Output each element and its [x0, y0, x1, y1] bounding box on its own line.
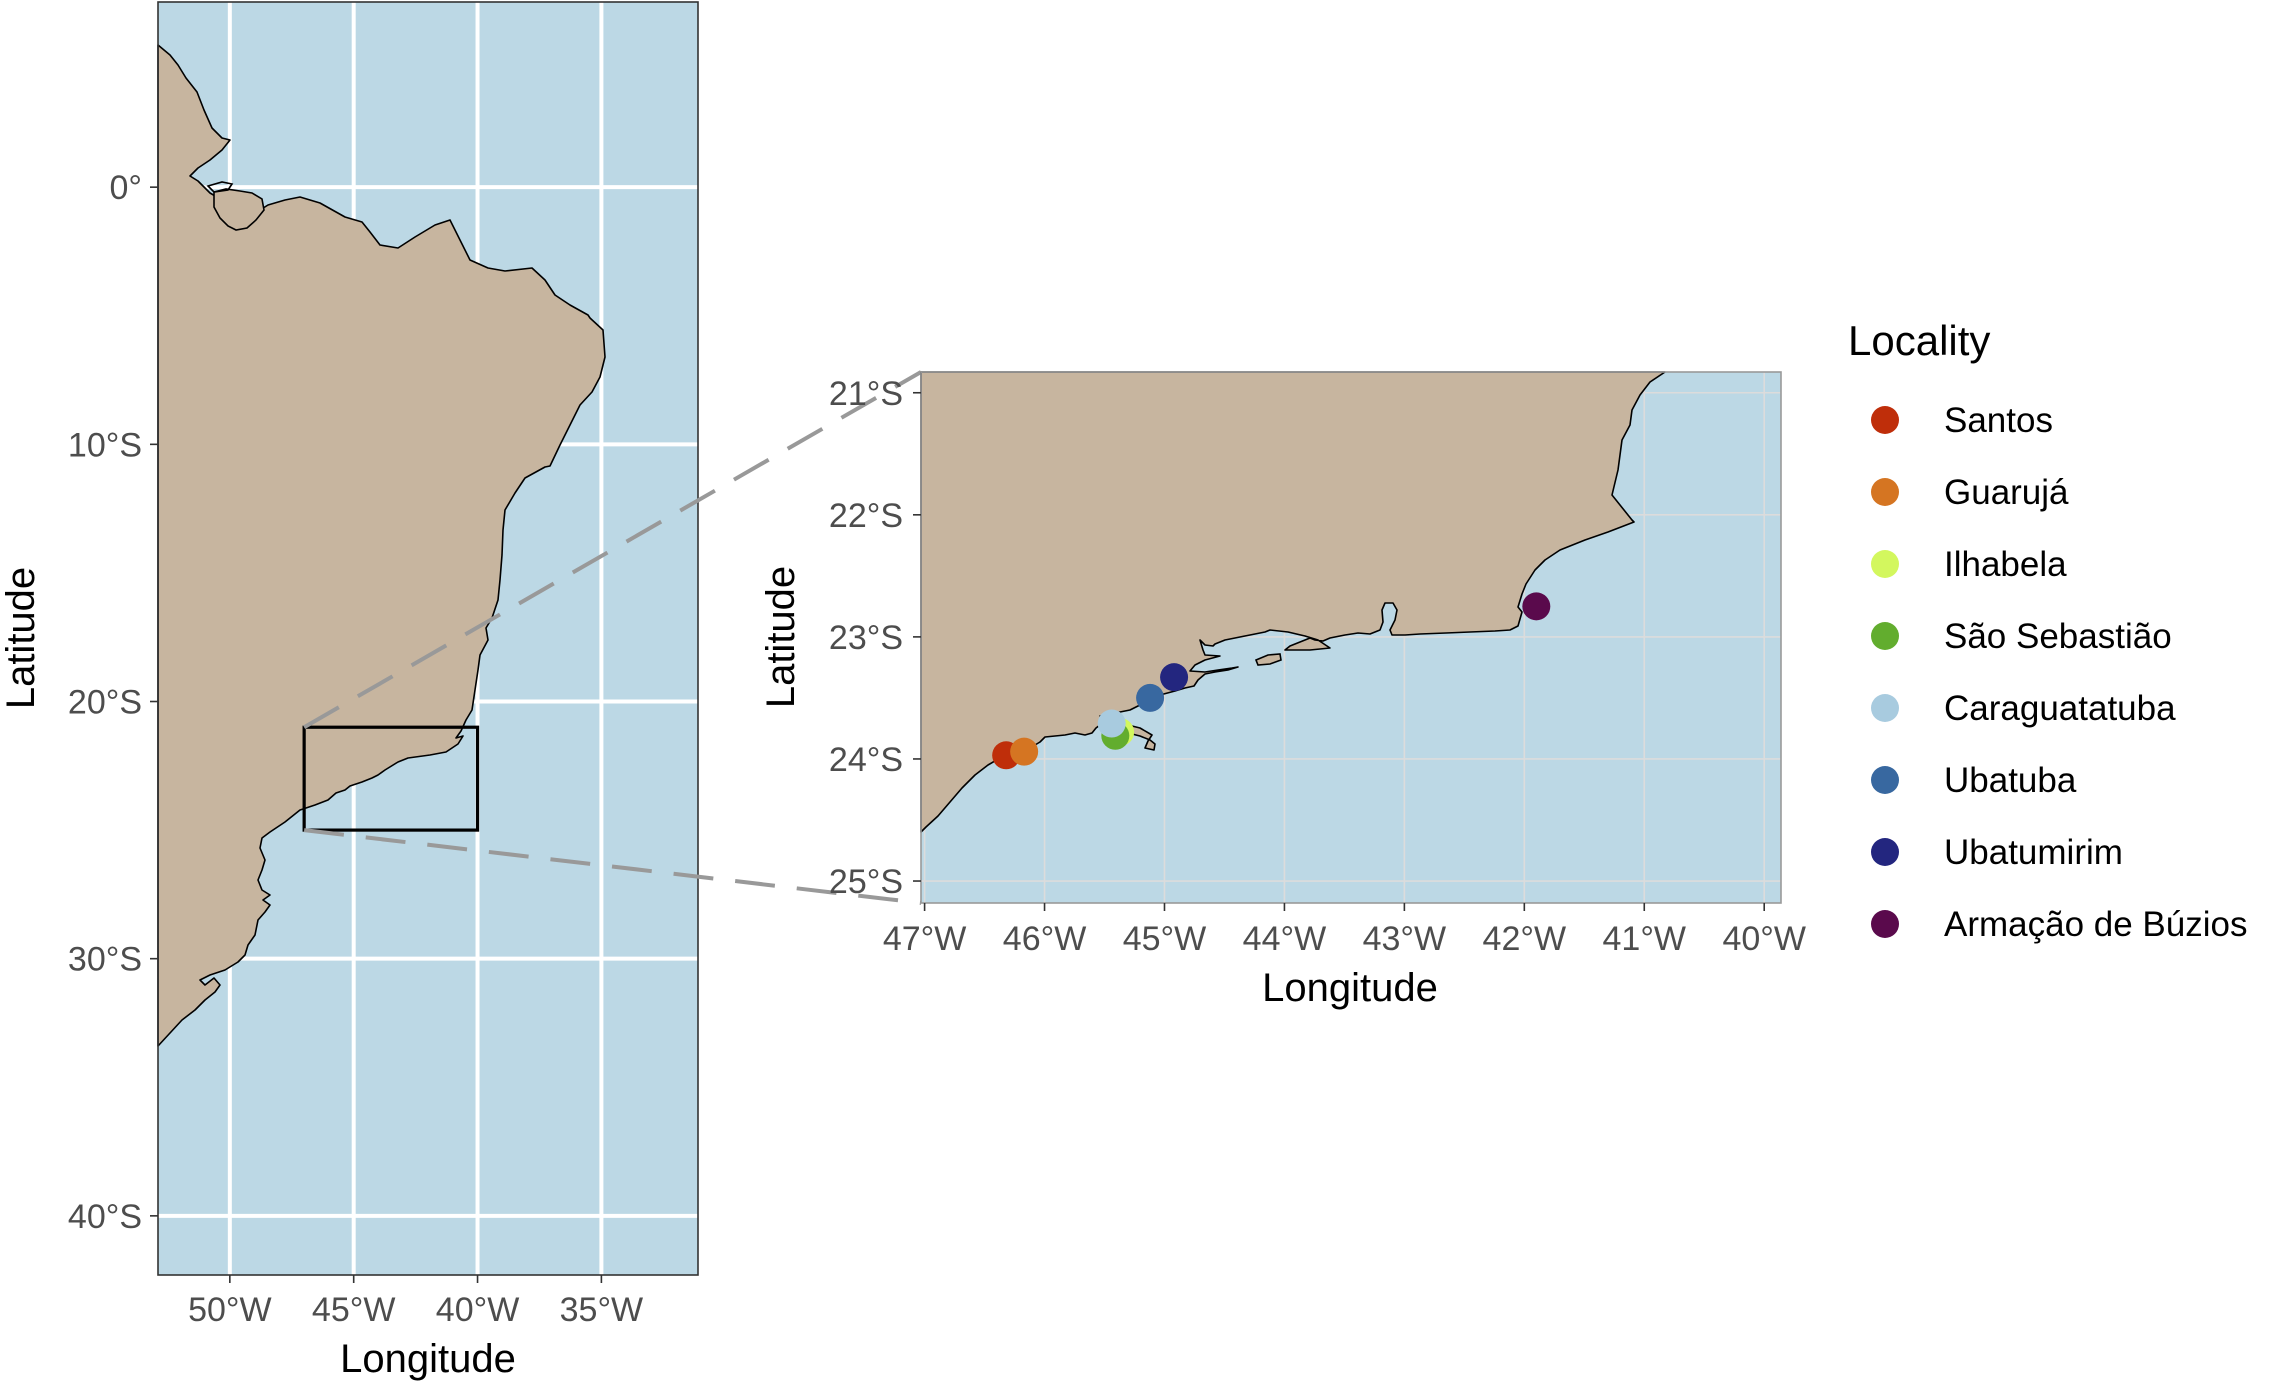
legend-label: Caraguatatuba: [1944, 689, 2176, 728]
overview-x-tick-label: 40°W: [436, 1291, 520, 1329]
overview-x-axis-title: Longitude: [340, 1337, 516, 1381]
inset-x-tick-label: 41°W: [1603, 920, 1687, 958]
locality-points: [992, 592, 1551, 770]
overview-x-tick-label: 45°W: [312, 1291, 396, 1329]
overview-map: 50°W 45°W 40°W 35°W 0° 10°S 20°S 30°S 40°S Long…: [0, 1, 699, 1381]
inset-y-tick-label: 25°S: [829, 863, 903, 901]
inset-x-ticks: 47°W 46°W 45°W 44°W 43°W 42°W 41°W 40°W: [883, 903, 1806, 958]
overview-y-tick-label: 0°: [109, 169, 142, 207]
overview-y-tick-label: 20°S: [68, 684, 142, 722]
legend-items: Santos Guarujá Ilhabela São Sebastião Caragu…: [1871, 401, 2247, 944]
inset-x-tick-label: 45°W: [1123, 920, 1207, 958]
legend-key: [1871, 694, 1899, 722]
connector-line-bottom: [303, 828, 922, 905]
legend-key: [1871, 622, 1899, 650]
zoom-connector-lines: [303, 370, 922, 905]
legend-key: [1871, 406, 1899, 434]
inset-y-ticks: 21°S 22°S 23°S 24°S 25°S: [829, 375, 921, 901]
inset-x-tick-label: 46°W: [1003, 920, 1087, 958]
inset-y-tick-label: 23°S: [829, 619, 903, 657]
overview-panel-border: [157, 1, 699, 1276]
overview-x-ticks: 50°W 45°W 40°W 35°W: [188, 1275, 643, 1329]
overview-y-tick-label: 40°S: [68, 1198, 142, 1236]
legend-title: Locality: [1848, 317, 1990, 364]
overview-y-ticks: 0° 10°S 20°S 30°S 40°S: [68, 169, 158, 1236]
overview-island-small: [206, 181, 234, 193]
locality-point: [1097, 709, 1126, 738]
locality-point: [1522, 592, 1551, 621]
legend-key: [1871, 550, 1899, 578]
inset-island: [1254, 653, 1282, 666]
inset-map: 47°W 46°W 45°W 44°W 43°W 42°W 41°W 40°W 21°S 22°…: [759, 371, 1806, 1010]
locality-point: [1160, 663, 1189, 692]
inset-x-tick-label: 42°W: [1483, 920, 1567, 958]
locality-point: [1136, 683, 1165, 712]
overview-y-axis-title: Latitude: [0, 567, 43, 709]
overview-x-tick-label: 50°W: [188, 1291, 272, 1329]
legend-key: [1871, 478, 1899, 506]
inset-y-axis-title: Latitude: [759, 566, 803, 708]
overview-y-tick-label: 10°S: [68, 426, 142, 464]
legend-label: Ubatumirim: [1944, 833, 2123, 872]
inset-y-tick-label: 22°S: [829, 497, 903, 535]
inset-x-axis-title: Longitude: [1262, 966, 1438, 1010]
overview-y-tick-label: 30°S: [68, 941, 142, 979]
legend-label: Guarujá: [1944, 473, 2069, 512]
legend-label: Ubatuba: [1944, 761, 2077, 800]
legend-key: [1871, 766, 1899, 794]
legend-key: [1871, 838, 1899, 866]
legend: Locality Santos Guarujá Ilhabela São Sebast…: [1848, 317, 2247, 944]
inset-x-tick-label: 47°W: [883, 920, 967, 958]
inset-x-tick-label: 40°W: [1722, 920, 1806, 958]
legend-label: Armação de Búzios: [1944, 905, 2247, 944]
inset-y-tick-label: 24°S: [829, 741, 903, 779]
inset-y-tick-label: 21°S: [829, 375, 903, 413]
legend-label: São Sebastião: [1944, 617, 2172, 656]
legend-label: Ilhabela: [1944, 545, 2067, 584]
locality-point: [1010, 737, 1039, 766]
inset-x-tick-label: 43°W: [1363, 920, 1447, 958]
overview-x-tick-label: 35°W: [560, 1291, 644, 1329]
overview-island-marajo: [213, 188, 265, 231]
inset-extent-box: [302, 725, 480, 832]
legend-key: [1871, 910, 1899, 938]
legend-label: Santos: [1944, 401, 2053, 440]
connector-line-top: [303, 370, 922, 729]
inset-x-tick-label: 44°W: [1243, 920, 1327, 958]
